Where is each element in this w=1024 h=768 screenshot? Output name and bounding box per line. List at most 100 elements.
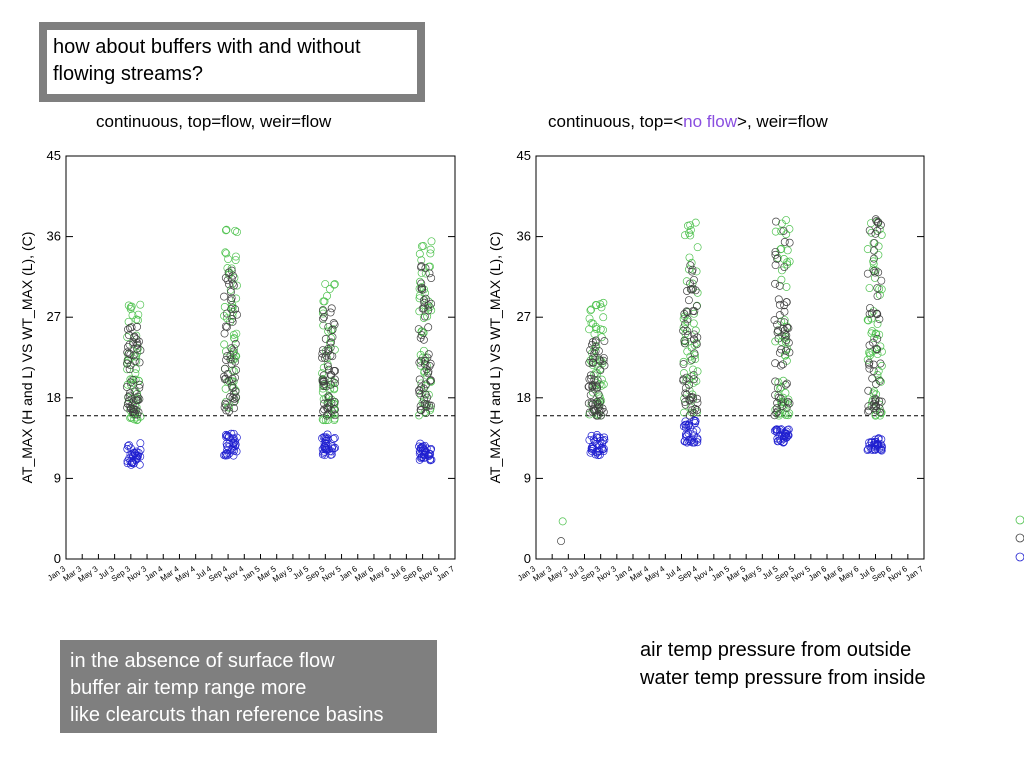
point-black xyxy=(220,329,229,338)
point-green xyxy=(426,249,435,258)
point-black xyxy=(126,361,135,370)
point-green xyxy=(419,242,428,250)
point-blue xyxy=(877,446,886,455)
point-blue xyxy=(330,434,339,442)
point-green xyxy=(323,291,331,300)
point-green xyxy=(228,300,237,309)
point-black xyxy=(326,351,335,360)
y-tick-label: 0 xyxy=(524,551,531,566)
point-black xyxy=(775,348,784,357)
point-black xyxy=(326,308,335,317)
point-black xyxy=(692,302,701,311)
right-title-suffix: >, weir=flow xyxy=(737,112,828,131)
point-black xyxy=(594,390,603,399)
point-black xyxy=(125,349,133,358)
point-black xyxy=(318,353,327,362)
point-green xyxy=(776,245,785,254)
point-black xyxy=(590,349,599,358)
point-black xyxy=(593,403,602,412)
point-black xyxy=(783,379,791,388)
point-black xyxy=(780,237,789,246)
point-green xyxy=(871,329,880,338)
point-blue xyxy=(123,459,132,468)
point-black xyxy=(596,366,605,375)
point-black xyxy=(771,261,780,270)
right-title-highlight: no flow xyxy=(683,112,738,131)
point-blue xyxy=(426,455,435,464)
point-green xyxy=(783,246,792,255)
point-green xyxy=(221,347,230,356)
point-black xyxy=(773,320,781,329)
point-black xyxy=(418,283,427,292)
point-blue xyxy=(130,448,139,457)
point-black xyxy=(222,356,230,364)
point-black xyxy=(122,382,131,391)
point-blue xyxy=(322,433,331,442)
point-blue xyxy=(679,422,688,431)
point-black xyxy=(586,371,595,380)
point-black xyxy=(221,364,229,373)
point-green xyxy=(232,352,241,361)
point-black xyxy=(681,384,690,393)
point-blue xyxy=(123,445,132,453)
point-black xyxy=(331,411,339,420)
point-blue xyxy=(876,445,885,454)
point-green xyxy=(780,351,789,360)
point-green xyxy=(321,280,330,288)
point-black xyxy=(232,366,241,374)
point-blue xyxy=(585,436,594,444)
point-green xyxy=(415,411,423,420)
point-black xyxy=(133,322,141,331)
point-black xyxy=(418,304,427,313)
point-green xyxy=(322,394,331,402)
point-blue xyxy=(321,437,330,446)
point-black xyxy=(231,339,240,348)
point-green xyxy=(131,365,140,373)
point-green xyxy=(873,350,882,359)
point-blue xyxy=(682,430,690,439)
point-black xyxy=(780,263,789,271)
point-black xyxy=(228,315,237,324)
point-black xyxy=(877,276,886,285)
point-black xyxy=(683,287,691,295)
point-green xyxy=(226,285,235,294)
point-black xyxy=(876,408,884,417)
point-green xyxy=(230,334,238,342)
point-black xyxy=(863,407,872,416)
point-black xyxy=(873,345,882,354)
point-green xyxy=(777,398,786,407)
point-green xyxy=(417,327,426,336)
point-green xyxy=(324,327,333,336)
point-green xyxy=(325,346,333,355)
point-black xyxy=(415,375,424,384)
point-blue xyxy=(229,439,238,447)
point-green xyxy=(425,262,433,271)
point-blue xyxy=(132,447,141,456)
point-blue xyxy=(229,451,238,460)
point-black xyxy=(587,398,596,407)
point-blue xyxy=(415,455,424,464)
point-black xyxy=(129,338,138,347)
y-tick-label: 18 xyxy=(517,390,531,405)
point-blue xyxy=(322,439,331,448)
point-black xyxy=(418,285,427,294)
point-black xyxy=(222,309,231,318)
point-black xyxy=(426,359,435,368)
point-black xyxy=(417,279,426,288)
point-black xyxy=(874,268,883,277)
point-black xyxy=(588,338,597,347)
point-black xyxy=(785,238,794,247)
point-green xyxy=(863,316,872,324)
point-black xyxy=(871,397,880,406)
point-green xyxy=(683,347,692,356)
point-black xyxy=(870,267,878,276)
point-blue xyxy=(124,442,132,450)
point-black xyxy=(232,393,240,402)
point-black xyxy=(689,335,698,344)
point-green xyxy=(424,297,433,306)
point-blue xyxy=(684,421,693,430)
point-black xyxy=(228,374,237,383)
point-green xyxy=(222,249,231,258)
point-black xyxy=(871,268,880,277)
point-black xyxy=(415,386,424,395)
